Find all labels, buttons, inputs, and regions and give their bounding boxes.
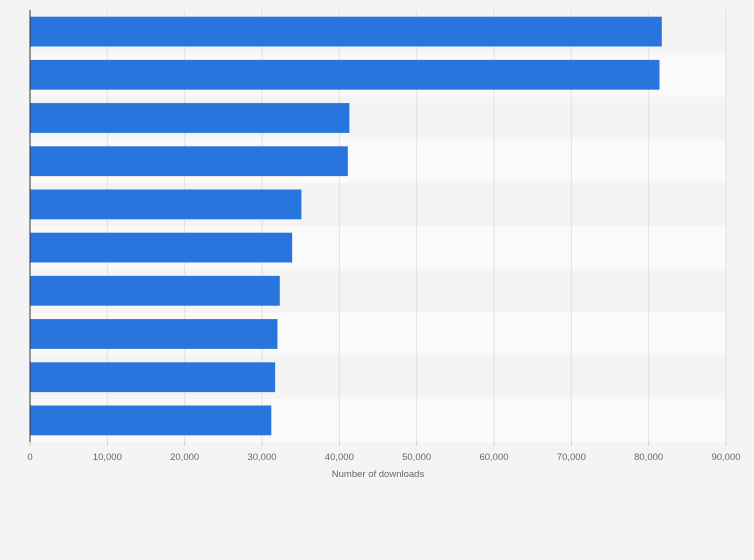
x-axis-title: Number of downloads: [332, 469, 425, 480]
x-tick-label: 60,000: [479, 452, 508, 463]
bar[interactable]: [30, 232, 293, 263]
x-tick-label: 10,000: [93, 452, 122, 463]
x-tick-label: 70,000: [557, 452, 586, 463]
x-tick-label: 0: [27, 452, 32, 463]
bar[interactable]: [30, 59, 660, 90]
bar[interactable]: [30, 189, 302, 220]
bar[interactable]: [30, 319, 278, 349]
x-tick-label: 40,000: [325, 452, 354, 463]
bar[interactable]: [30, 275, 280, 306]
bar[interactable]: [30, 16, 662, 47]
bar[interactable]: [30, 103, 350, 133]
x-tick-label: 90,000: [711, 452, 740, 463]
bar[interactable]: [30, 146, 348, 177]
x-axis-ticks: 0 10,000 20,000 30,000 40,000 50,000 60,000 70,…: [27, 442, 741, 463]
x-tick-label: 80,000: [634, 452, 663, 463]
bars: [30, 16, 662, 436]
bar[interactable]: [30, 362, 276, 393]
bar[interactable]: [30, 405, 272, 436]
x-tick-label: 50,000: [402, 452, 431, 463]
x-tick-label: 30,000: [247, 452, 276, 463]
x-tick-label: 20,000: [170, 452, 199, 463]
